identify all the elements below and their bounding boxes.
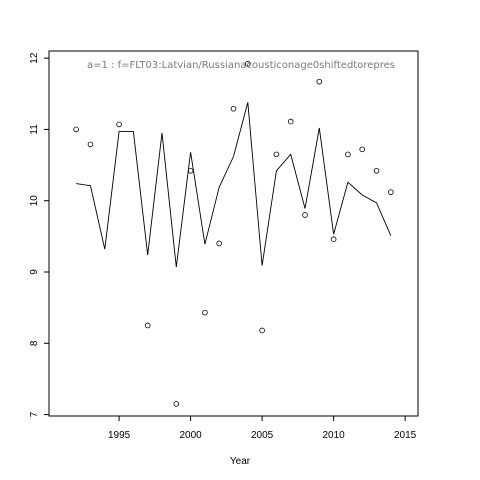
data-point: [359, 146, 366, 153]
y-tick-label: 12: [29, 52, 40, 64]
x-tick-label: 2015: [394, 430, 417, 441]
data-point: [116, 121, 122, 128]
data-point: [302, 212, 308, 218]
data-point: [373, 167, 380, 174]
x-axis-label: Year: [230, 456, 251, 467]
data-point: [173, 401, 180, 407]
y-tick-label: 11: [29, 124, 40, 135]
y-tick-label: 9: [29, 269, 40, 275]
y-tick-label: 8: [29, 340, 40, 346]
x-tick-label: 1995: [108, 430, 131, 441]
series-layer: [73, 61, 394, 407]
chart-subtitle: a=1 : f=FLT03:Latvian/Russianacousticona…: [87, 60, 395, 71]
series-line: [76, 102, 392, 268]
data-point: [230, 105, 237, 112]
data-point: [345, 151, 351, 158]
data-point: [388, 189, 394, 195]
data-point: [87, 141, 94, 148]
data-point: [259, 327, 265, 334]
x-tick-label: 2000: [179, 430, 202, 441]
data-point: [187, 167, 194, 174]
y-tick-label: 7: [29, 411, 40, 417]
y-tick-label: 10: [29, 195, 40, 207]
x-tick-label: 2010: [322, 430, 345, 441]
data-point: [216, 240, 223, 247]
data-point: [245, 61, 251, 67]
x-axis: 1995 2000 2005 2010 2015: [108, 416, 417, 441]
data-point: [273, 151, 280, 158]
data-point: [316, 78, 323, 85]
data-point: [330, 236, 337, 243]
data-point: [73, 126, 79, 133]
plot-frame: [48, 50, 419, 417]
data-point: [202, 309, 208, 316]
x-tick-label: 2005: [251, 430, 274, 441]
data-point: [144, 322, 151, 329]
data-point: [287, 118, 294, 125]
y-axis: 7 8 9 10 11 12: [29, 52, 49, 417]
